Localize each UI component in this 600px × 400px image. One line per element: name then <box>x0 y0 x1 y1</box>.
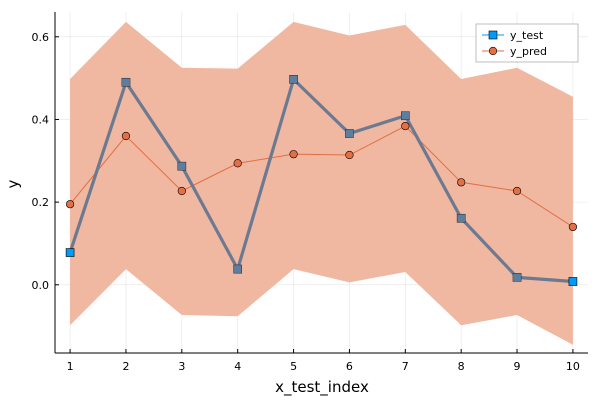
y-test-point-overlay <box>289 75 298 84</box>
confidence-band <box>70 21 573 345</box>
y-pred-point <box>568 222 578 232</box>
y-tick-label: 0.2 <box>32 196 50 209</box>
x-tick-label: 3 <box>178 360 185 373</box>
y-test-point-overlay <box>513 273 522 282</box>
y-test-point-overlay <box>66 249 74 257</box>
axes <box>54 12 588 354</box>
x-tick-label: 2 <box>122 360 129 373</box>
y-test-point-overlay <box>177 162 186 171</box>
y-pred-point <box>289 150 298 159</box>
y-pred-point <box>65 200 75 209</box>
y-tick-label: 0.0 <box>32 279 50 292</box>
x-tick-label: 9 <box>514 360 521 373</box>
legend-y-pred-marker <box>488 46 498 56</box>
tick-labels: 1 2 3 4 5 6 7 8 9 10 0.0 0.2 0.4 0.6 <box>32 31 580 373</box>
confidence-band-area <box>70 21 573 345</box>
x-tick-label: 10 <box>566 360 580 373</box>
y-pred-point <box>121 131 131 141</box>
y-test-point-overlay <box>401 111 410 120</box>
x-tick-label: 1 <box>67 360 74 373</box>
y-tick-label: 0.4 <box>32 113 50 126</box>
series-group <box>65 75 578 286</box>
y-pred-point <box>512 186 522 196</box>
legend-y-pred-label: y_pred <box>510 45 547 58</box>
y-test-point <box>65 248 75 257</box>
y-pred-point <box>177 186 186 196</box>
y-pred-point <box>233 159 242 168</box>
legend-y-test-marker <box>488 30 498 40</box>
y-test-point-overlay <box>569 277 577 285</box>
y-test-point-overlay <box>233 265 242 274</box>
x-tick-label: 4 <box>234 360 241 373</box>
legend-box <box>475 23 579 63</box>
x-axis-label: x_test_index <box>275 378 369 397</box>
y-test-point-overlay <box>457 214 466 223</box>
x-tick-label: 8 <box>458 360 465 373</box>
y-axis-label: y <box>4 179 22 188</box>
y-pred-point <box>345 150 354 160</box>
y-pred-line <box>69 125 574 228</box>
y-pred-point <box>457 178 466 187</box>
y-tick-label: 0.6 <box>32 31 50 44</box>
y-test-point <box>568 277 578 286</box>
y-test-line <box>68 77 574 284</box>
y-test-point-overlay <box>121 78 130 87</box>
x-tick-label: 7 <box>402 360 409 373</box>
y-pred-point <box>401 121 410 131</box>
x-tick-label: 5 <box>290 360 297 373</box>
y-test-point-overlay <box>345 129 354 138</box>
legend-y-test-label: y_test <box>510 29 544 42</box>
legend: y_test y_pred <box>475 23 579 63</box>
x-tick-label: 6 <box>346 360 353 373</box>
